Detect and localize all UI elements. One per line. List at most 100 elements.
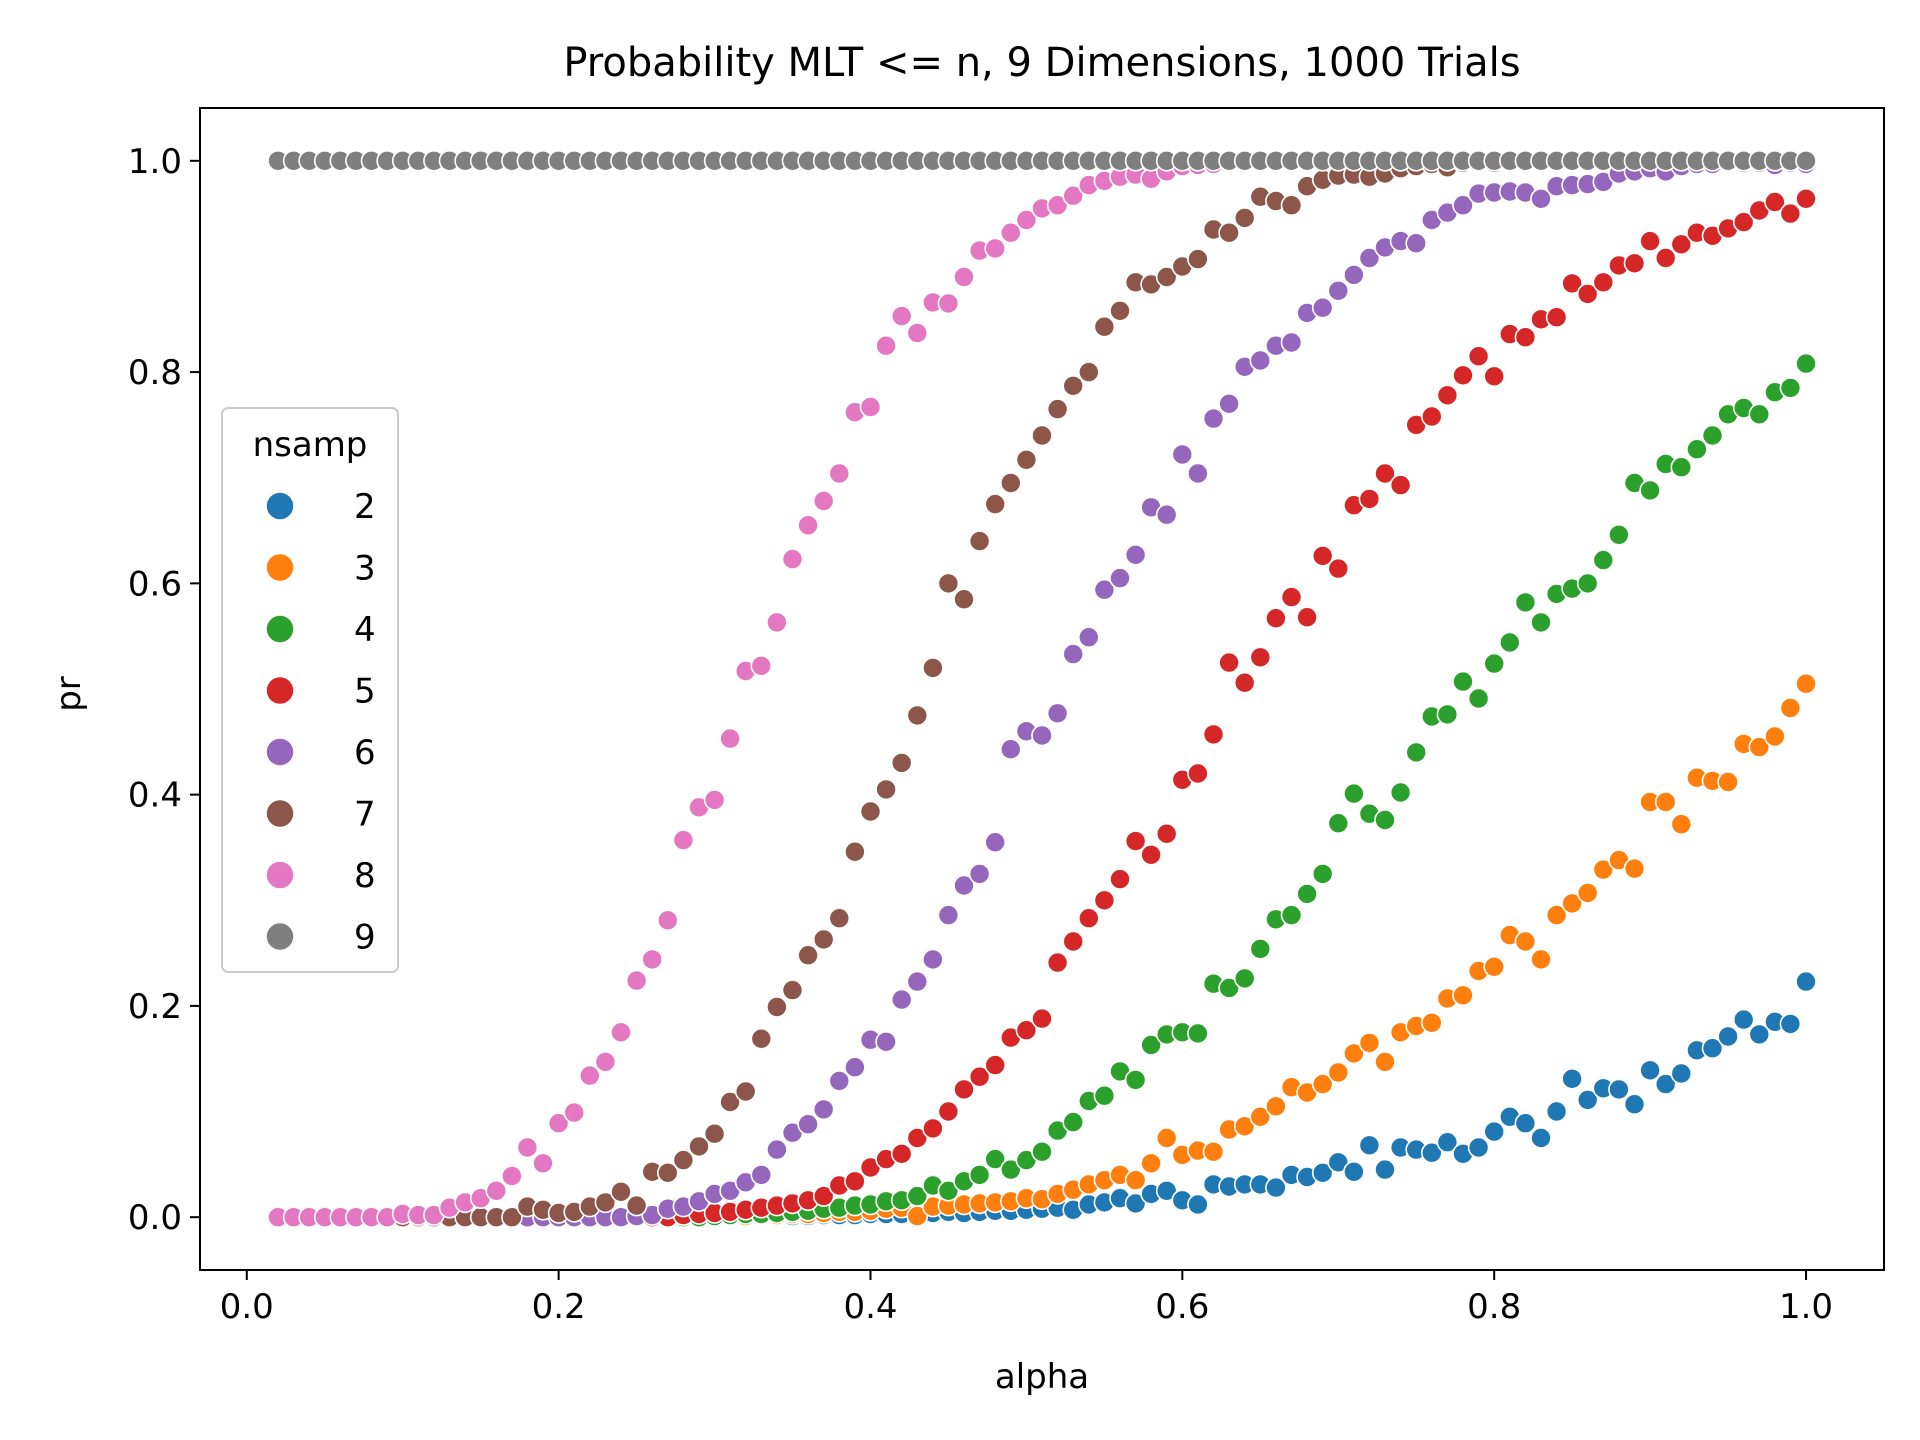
point-nsamp-4 [1233, 967, 1256, 990]
point-nsamp-5 [812, 1185, 835, 1207]
point-nsamp-6 [844, 1056, 866, 1078]
point-nsamp-4 [999, 1158, 1022, 1181]
point-nsamp-8 [547, 1112, 570, 1134]
point-nsamp-7 [656, 1162, 679, 1184]
point-nsamp-5 [1639, 230, 1661, 252]
point-nsamp-5 [1576, 283, 1599, 305]
point-nsamp-5 [1031, 1007, 1053, 1030]
point-nsamp-7 [999, 472, 1022, 494]
x-axis-label: alpha [995, 1357, 1089, 1397]
point-nsamp-7 [1015, 448, 1038, 471]
point-nsamp-7 [844, 840, 866, 863]
point-nsamp-9 [1795, 150, 1817, 172]
point-nsamp-7 [1093, 315, 1116, 338]
point-nsamp-2 [1374, 1158, 1396, 1181]
point-nsamp-7 [781, 979, 804, 1001]
point-nsamp-3 [1358, 1032, 1381, 1054]
point-nsamp-5 [1654, 247, 1677, 269]
point-nsamp-7 [1062, 374, 1084, 397]
legend-item-6: 6 [265, 733, 376, 773]
point-nsamp-6 [1109, 567, 1131, 589]
point-nsamp-5 [890, 1143, 913, 1165]
point-nsamp-5 [1358, 488, 1381, 510]
point-nsamp-6 [1187, 462, 1209, 485]
point-nsamp-3 [1155, 1127, 1178, 1149]
point-nsamp-5 [1452, 364, 1474, 387]
point-nsamp-5 [1109, 868, 1131, 890]
point-nsamp-4 [1343, 782, 1365, 805]
legend-label: 4 [354, 610, 376, 650]
point-nsamp-8 [578, 1064, 601, 1087]
point-nsamp-5 [1561, 272, 1583, 295]
point-nsamp-4 [1280, 904, 1303, 926]
point-nsamp-4 [1062, 1111, 1084, 1133]
point-nsamp-6 [1452, 194, 1474, 216]
point-nsamp-3 [1795, 672, 1817, 695]
point-nsamp-8 [516, 1136, 539, 1159]
point-nsamp-5 [1436, 384, 1459, 407]
point-nsamp-5 [1233, 671, 1256, 694]
legend-label: 2 [354, 487, 376, 527]
point-nsamp-5 [1389, 474, 1412, 496]
point-nsamp-6 [1124, 543, 1147, 566]
point-nsamp-5 [1124, 830, 1147, 852]
point-nsamp-5 [1046, 951, 1069, 974]
y-tick-label: 0.0 [128, 1198, 182, 1238]
point-nsamp-8 [906, 322, 929, 344]
point-nsamp-5 [1311, 545, 1334, 567]
point-nsamp-3 [1779, 697, 1802, 719]
point-nsamp-6 [812, 1098, 835, 1121]
point-nsamp-5 [984, 1054, 1007, 1076]
point-nsamp-4 [937, 1180, 960, 1202]
legend-marker [265, 614, 295, 644]
legend-marker [265, 860, 295, 890]
point-nsamp-3 [1654, 791, 1677, 813]
point-nsamp-5 [1202, 723, 1225, 746]
point-nsamp-5 [1280, 586, 1303, 608]
point-nsamp-7 [953, 588, 975, 611]
point-nsamp-7 [797, 944, 819, 967]
point-nsamp-4 [1436, 703, 1459, 726]
point-nsamp-5 [1374, 462, 1396, 485]
point-nsamp-4 [1592, 549, 1615, 571]
point-nsamp-8 [625, 969, 648, 992]
point-nsamp-8 [999, 221, 1022, 244]
point-nsamp-4 [1608, 523, 1630, 546]
point-nsamp-2 [1639, 1059, 1661, 1082]
point-nsamp-3 [1452, 984, 1474, 1007]
point-nsamp-6 [1249, 349, 1272, 372]
point-nsamp-3 [1343, 1042, 1365, 1065]
point-nsamp-5 [937, 1100, 960, 1123]
point-nsamp-6 [906, 970, 929, 993]
point-nsamp-5 [953, 1078, 975, 1101]
point-nsamp-4 [1296, 883, 1318, 905]
legend-title: nsamp [253, 425, 368, 465]
point-nsamp-6 [937, 904, 960, 926]
point-nsamp-4 [1530, 611, 1552, 634]
point-nsamp-4 [1249, 938, 1272, 960]
point-nsamp-5 [1062, 930, 1084, 953]
point-nsamp-5 [968, 1065, 991, 1088]
point-nsamp-2 [1311, 1162, 1334, 1184]
legend-marker [265, 921, 295, 952]
point-nsamp-4 [1779, 377, 1802, 399]
point-nsamp-2 [1561, 1068, 1583, 1090]
point-nsamp-7 [672, 1149, 695, 1171]
point-nsamp-3 [1561, 892, 1583, 915]
point-nsamp-4 [1327, 812, 1350, 835]
legend-marker [265, 675, 295, 706]
point-nsamp-4 [968, 1164, 991, 1186]
point-nsamp-3 [1265, 1095, 1287, 1118]
legend-label: 5 [354, 672, 376, 712]
point-nsamp-7 [1031, 424, 1053, 447]
legend-item-2: 2 [265, 487, 376, 527]
point-nsamp-2 [1701, 1037, 1724, 1059]
point-nsamp-2 [1124, 1192, 1147, 1215]
point-nsamp-3 [1717, 771, 1739, 793]
point-nsamp-3 [1592, 858, 1615, 881]
point-nsamp-7 [1046, 398, 1069, 420]
point-nsamp-4 [1124, 1069, 1147, 1091]
legend-label: 6 [354, 733, 376, 773]
point-nsamp-2 [1327, 1151, 1350, 1174]
